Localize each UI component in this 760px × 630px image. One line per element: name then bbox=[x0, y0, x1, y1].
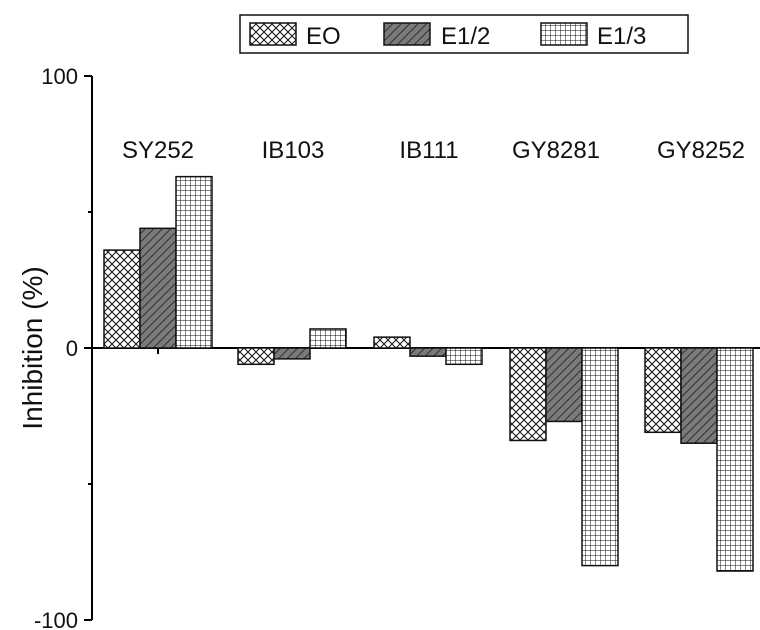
y-tick-label: 100 bbox=[41, 64, 78, 89]
bar-gy8252-e1-3 bbox=[716, 347, 754, 572]
category-label-ib111: IB111 bbox=[399, 137, 458, 164]
bar-gy8252-eo bbox=[644, 347, 682, 434]
category-label-ib103: IB103 bbox=[262, 137, 325, 164]
bar-sy252-e1-2 bbox=[139, 227, 177, 349]
bar-sy252-e1-3 bbox=[175, 175, 213, 349]
legend-label-e1-2: E1/2 bbox=[441, 23, 490, 50]
bar-gy8252-e1-2 bbox=[680, 347, 718, 444]
y-tick-label: -100 bbox=[34, 608, 78, 630]
bar-ib103-eo bbox=[237, 347, 275, 366]
bar-ib111-eo bbox=[373, 336, 411, 349]
legend-swatch-eo bbox=[249, 22, 297, 46]
category-label-sy252: SY252 bbox=[122, 137, 194, 164]
bar-ib111-e1-2 bbox=[409, 347, 447, 357]
chart-legend: EO E1/2 E1/3 bbox=[239, 14, 689, 54]
bar-sy252-eo bbox=[103, 249, 141, 349]
bar-ib111-e1-3 bbox=[445, 347, 483, 366]
category-label-gy8252: GY8252 bbox=[657, 137, 745, 164]
y-axis-label: Inhibition (%) bbox=[17, 266, 48, 429]
y-tick-label: 0 bbox=[66, 336, 78, 361]
bar-ib103-e1-2 bbox=[273, 347, 311, 360]
legend-label-e1-3: E1/3 bbox=[597, 23, 646, 50]
legend-swatch-e1-3 bbox=[540, 22, 588, 46]
bar-gy8281-e1-2 bbox=[545, 347, 583, 423]
bar-layer bbox=[103, 175, 754, 572]
legend-frame bbox=[239, 14, 689, 54]
bar-ib103-e1-3 bbox=[309, 328, 347, 349]
category-label-layer: SY252 IB103 IB111 GY8281 GY8252 bbox=[122, 137, 745, 164]
legend-swatch-e1-2 bbox=[383, 22, 431, 46]
legend-label-eo: EO bbox=[306, 23, 341, 50]
bar-gy8281-e1-3 bbox=[581, 347, 619, 567]
bar-gy8281-eo bbox=[509, 347, 547, 442]
category-label-gy8281: GY8281 bbox=[512, 137, 600, 164]
